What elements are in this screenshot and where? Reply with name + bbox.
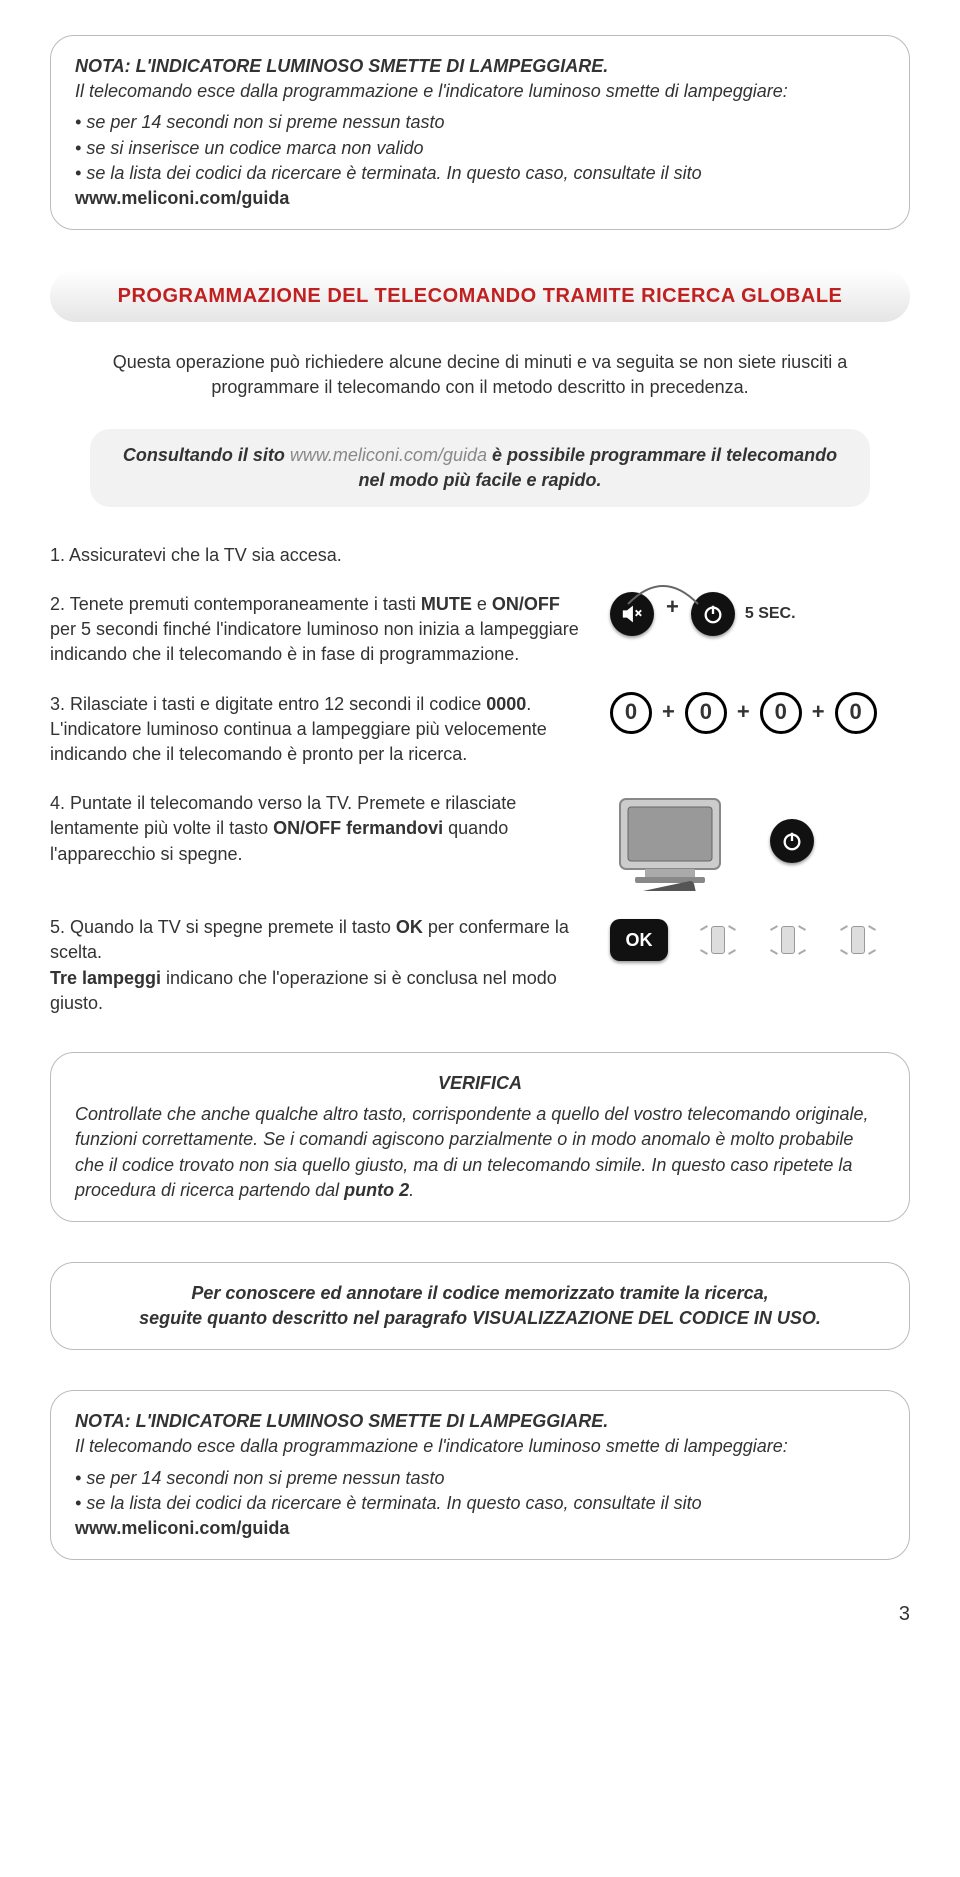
nota2-b2-text: se la lista dei codici da ricercare è te…	[86, 1493, 701, 1513]
step-3: 3. Rilasciate i tasti e digitate entro 1…	[50, 692, 910, 768]
step2-onoff: ON/OFF	[492, 594, 560, 614]
nota2-link: www.meliconi.com/guida	[75, 1518, 289, 1538]
flash-icon	[838, 915, 878, 965]
zero-button: 0	[610, 692, 652, 734]
step4-visual	[610, 791, 910, 891]
info-l2: seguite quanto descritto nel paragrafo V…	[75, 1306, 885, 1331]
intro-text: Questa operazione può richiedere alcune …	[110, 350, 850, 400]
nota-box-2: NOTA: L'INDICATORE LUMINOSO SMETTE DI LA…	[50, 1390, 910, 1560]
step5-l2b: Tre lampeggi	[50, 968, 161, 988]
verify-box: VERIFICA Controllate che anche qualche a…	[50, 1052, 910, 1222]
consult-link: www.meliconi.com/guida	[290, 445, 487, 465]
nota1-link: www.meliconi.com/guida	[75, 188, 289, 208]
step-1: 1. Assicuratevi che la TV sia accesa.	[50, 543, 910, 568]
tv-icon	[610, 791, 730, 891]
step4-text: 4. Puntate il telecomando verso la TV. P…	[50, 791, 610, 867]
step5-pre: 5. Quando la TV si spegne premete il tas…	[50, 917, 396, 937]
step-2: 2. Tenete premuti contemporaneamente i t…	[50, 592, 910, 668]
step5-ok: OK	[396, 917, 423, 937]
nota2-bullet: se per 14 secondi non si preme nessun ta…	[75, 1466, 885, 1491]
zero-button: 0	[685, 692, 727, 734]
info-code-box: Per conoscere ed annotare il codice memo…	[50, 1262, 910, 1350]
nota1-intro: Il telecomando esce dalla programmazione…	[75, 79, 885, 104]
arc-icon	[618, 576, 708, 606]
verify-title: VERIFICA	[75, 1071, 885, 1096]
nota-box-1: NOTA: L'INDICATORE LUMINOSO SMETTE DI LA…	[50, 35, 910, 230]
zero-button: 0	[835, 692, 877, 734]
plus-icon: +	[737, 697, 750, 728]
consult-pre: Consultando il sito	[123, 445, 290, 465]
flash-icon	[768, 915, 808, 965]
step2-pre: 2. Tenete premuti contemporaneamente i t…	[50, 594, 421, 614]
step5-text: 5. Quando la TV si spegne premete il tas…	[50, 915, 610, 1016]
plus-icon: +	[662, 697, 675, 728]
power-icon	[770, 819, 814, 863]
step3-pre: 3. Rilasciate i tasti e digitate entro 1…	[50, 694, 486, 714]
step-4: 4. Puntate il telecomando verso la TV. P…	[50, 791, 910, 891]
verify-punto: punto 2	[344, 1180, 409, 1200]
step2-text: 2. Tenete premuti contemporaneamente i t…	[50, 592, 610, 668]
consult-box: Consultando il sito www.meliconi.com/gui…	[90, 429, 870, 507]
page-number: 3	[50, 1600, 910, 1628]
verify-post: .	[409, 1180, 414, 1200]
step3-code: 0000	[486, 694, 526, 714]
nota1-b3-text: se la lista dei codici da ricercare è te…	[86, 163, 701, 183]
info-l1: Per conoscere ed annotare il codice memo…	[75, 1281, 885, 1306]
zero-button: 0	[760, 692, 802, 734]
plus-icon: +	[812, 697, 825, 728]
flash-icon	[698, 915, 738, 965]
step3-visual: 0 + 0 + 0 + 0	[610, 692, 910, 734]
step1-text: 1. Assicuratevi che la TV sia accesa.	[50, 543, 910, 568]
step4-bold: ON/OFF fermandovi	[273, 818, 443, 838]
steps-list: 1. Assicuratevi che la TV sia accesa. 2.…	[50, 543, 910, 1016]
section-header: PROGRAMMAZIONE DEL TELECOMANDO TRAMITE R…	[50, 270, 910, 322]
verify-text: Controllate che anche qualche altro tast…	[75, 1102, 885, 1203]
nota1-bullet: se si inserisce un codice marca non vali…	[75, 136, 885, 161]
step2-visual: + 5 SEC.	[610, 592, 910, 636]
sec-label: 5 SEC.	[745, 603, 796, 625]
ok-button-icon: OK	[610, 919, 668, 961]
nota1-title: NOTA: L'INDICATORE LUMINOSO SMETTE DI LA…	[75, 54, 885, 79]
nota2-intro: Il telecomando esce dalla programmazione…	[75, 1434, 885, 1459]
verify-pre: Controllate che anche qualche altro tast…	[75, 1104, 869, 1200]
step-5: 5. Quando la TV si spegne premete il tas…	[50, 915, 910, 1016]
nota1-bullet: se la lista dei codici da ricercare è te…	[75, 161, 885, 211]
nota2-title: NOTA: L'INDICATORE LUMINOSO SMETTE DI LA…	[75, 1409, 885, 1434]
step2-mute: MUTE	[421, 594, 472, 614]
step3-text: 3. Rilasciate i tasti e digitate entro 1…	[50, 692, 610, 768]
nota2-bullet: se la lista dei codici da ricercare è te…	[75, 1491, 885, 1541]
step5-visual: OK	[610, 915, 910, 965]
step2-mid: e	[472, 594, 492, 614]
nota1-bullet: se per 14 secondi non si preme nessun ta…	[75, 110, 885, 135]
step2-post: per 5 secondi finché l'indicatore lumino…	[50, 619, 579, 664]
